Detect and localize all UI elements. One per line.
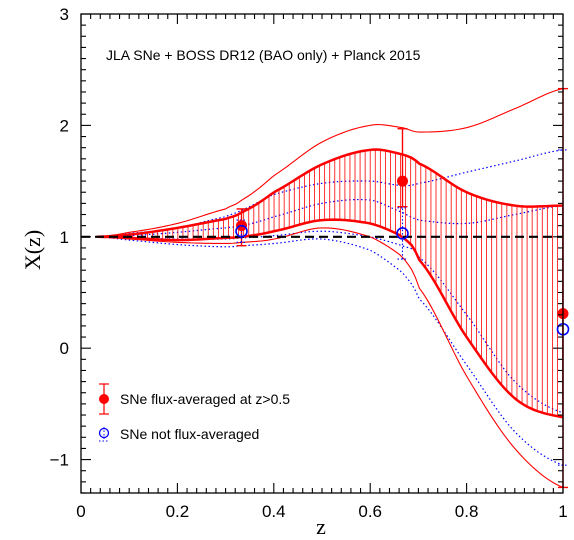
blue-inner-lower-curve <box>96 230 564 414</box>
x-tick-label: 0.4 <box>262 502 286 521</box>
y-tick-label: 1 <box>60 228 69 247</box>
axis-ticks <box>80 13 564 494</box>
legend-label-not-flux-averaged: SNe not flux-averaged <box>120 426 259 442</box>
x-tick-label: 0.2 <box>166 502 190 521</box>
chart-annotation: JLA SNe + BOSS DR12 (BAO only) + Planck … <box>106 47 421 63</box>
x-tick-label: 0.6 <box>358 502 382 521</box>
x-axis-title: z <box>316 514 326 539</box>
red-outer-lower-curve <box>96 227 564 488</box>
red-inner-upper-curve <box>96 148 564 239</box>
y-tick-label: 3 <box>60 5 69 24</box>
red-inner-lower-curve <box>96 218 564 419</box>
x-tick-label: 1 <box>558 502 567 521</box>
legend-marker-not-flux-averaged <box>98 427 110 442</box>
data-point-open <box>396 227 409 240</box>
red-outer-upper-curve <box>96 88 564 238</box>
x-tick-labels: 0 0.2 0.4 0.6 0.8 1 <box>76 502 567 521</box>
x-tick-label: 0 <box>76 502 85 521</box>
y-axis-title: X(z) <box>20 230 45 270</box>
legend-label-flux-averaged: SNe flux-averaged at z>0.5 <box>120 391 290 407</box>
plot-frame <box>80 13 564 494</box>
y-tick-labels: −1 0 1 2 3 <box>50 5 69 470</box>
blue-dotted-inner-band <box>96 198 564 414</box>
legend: SNe flux-averaged at z>0.5 SNe not flux-… <box>98 383 290 442</box>
red-thick-band <box>96 148 564 419</box>
y-tick-label: 0 <box>60 339 69 358</box>
data-point-open <box>235 224 248 238</box>
error-bars <box>236 87 568 489</box>
y-tick-label: −1 <box>50 451 69 470</box>
x-tick-label: 0.8 <box>455 502 479 521</box>
red-hatched-band <box>101 149 563 418</box>
blue-outer-lower-curve <box>96 236 564 466</box>
data-point-filled <box>396 175 408 187</box>
legend-marker-flux-averaged <box>99 383 109 415</box>
data-markers <box>235 175 570 336</box>
y-tick-label: 2 <box>60 116 69 135</box>
red-thin-band <box>96 88 564 488</box>
